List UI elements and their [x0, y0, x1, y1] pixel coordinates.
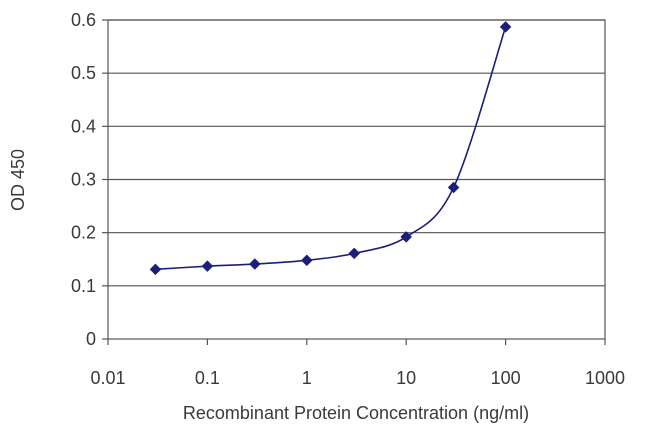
data-point-marker	[400, 231, 413, 243]
y-tick-label: 0.1	[71, 276, 96, 296]
x-tick-label: 0.1	[195, 368, 220, 388]
y-tick-label: 0.5	[71, 63, 96, 83]
y-tick-label: 0.4	[71, 116, 96, 136]
y-axis-ticks: 0 0.1 0.2 0.3 0.4 0.5 0.6	[71, 10, 108, 349]
series-layer	[149, 21, 512, 276]
y-tick-label: 0.6	[71, 10, 96, 30]
y-tick-label: 0.2	[71, 223, 96, 243]
data-point-marker	[447, 181, 460, 194]
x-tick-label: 100	[491, 368, 521, 388]
x-tick-label: 10	[396, 368, 416, 388]
x-tick-label: 1000	[585, 368, 625, 388]
y-tick-label: 0	[86, 329, 96, 349]
y-tick-label: 0.3	[71, 170, 96, 190]
data-point-marker	[201, 260, 214, 273]
x-tick-label: 1	[302, 368, 312, 388]
data-point-marker	[300, 254, 313, 267]
grid-lines	[108, 19, 605, 287]
x-tick-label: 0.01	[90, 368, 125, 388]
y-axis-title: OD 450	[8, 149, 28, 211]
x-axis-title: Recombinant Protein Concentration (ng/ml…	[183, 403, 529, 423]
data-point-marker	[499, 21, 512, 33]
data-point-marker	[348, 247, 361, 260]
data-point-marker	[248, 258, 261, 270]
data-point-marker	[149, 263, 162, 276]
x-axis-ticks: 0.01 0.1 1 10 100 1000	[90, 339, 625, 388]
